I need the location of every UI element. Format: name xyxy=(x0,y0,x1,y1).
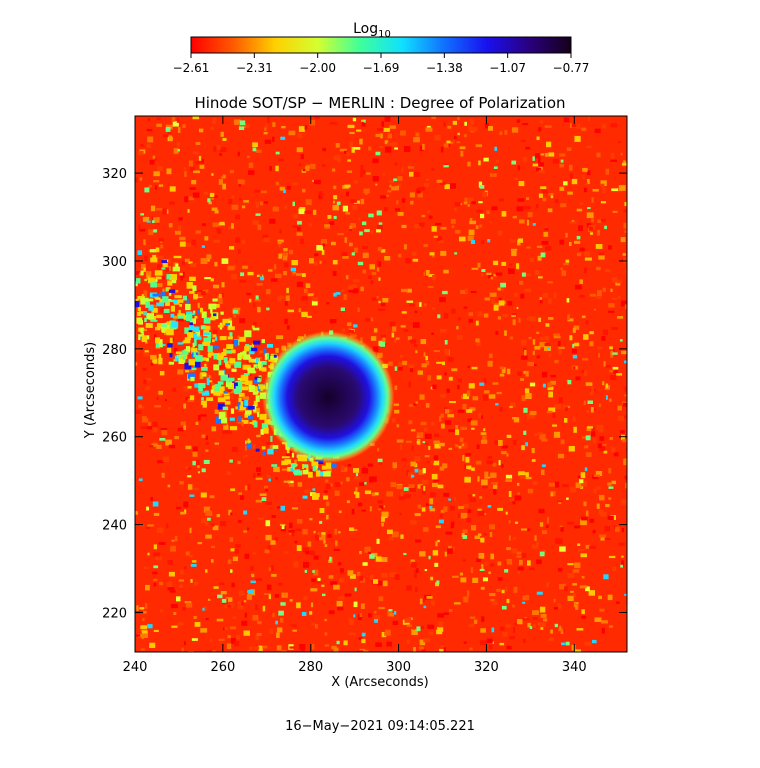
colorbar-ticks: −2.61 −2.31 −2.00 −1.69 −1.38 −1.07 −0.77 xyxy=(173,53,590,75)
y-tick-label: 220 xyxy=(102,606,127,621)
y-axis-ticks: 220 240 260 280 300 320 xyxy=(102,167,627,621)
x-tick-label: 280 xyxy=(298,660,323,675)
colorbar-tick-label: −2.61 xyxy=(173,61,210,75)
x-tick-label: 320 xyxy=(474,660,499,675)
colorbar-tick-label: −2.00 xyxy=(299,61,336,75)
polarization-map xyxy=(134,115,628,653)
x-tick-label: 260 xyxy=(210,660,235,675)
colorbar-tick-label: −1.38 xyxy=(426,61,463,75)
timestamp: 16−May−2021 09:14:05.221 xyxy=(285,719,475,734)
y-tick-label: 280 xyxy=(102,343,127,358)
colorbar-tick-label: −1.07 xyxy=(489,61,526,75)
plot-title: Hinode SOT/SP − MERLIN : Degree of Polar… xyxy=(194,94,565,112)
colorbar: Log10 −2.61 −2.31 −2.00 −1.69 −1.38 −1.07 −0.7… xyxy=(173,21,590,75)
y-tick-label: 260 xyxy=(102,431,127,446)
plot-frame xyxy=(134,115,628,653)
colorbar-tick-label: −2.31 xyxy=(236,61,273,75)
sunspot xyxy=(262,331,395,464)
y-axis-label: Y (Arcseconds) xyxy=(83,342,98,439)
y-tick-label: 320 xyxy=(102,167,127,182)
y-tick-label: 300 xyxy=(102,255,127,270)
y-tick-label: 240 xyxy=(102,519,127,534)
colorbar-tick-label: −1.69 xyxy=(363,61,400,75)
colorbar-tick-label: −0.77 xyxy=(553,61,590,75)
colorbar-title: Log10 xyxy=(353,21,391,40)
colorbar-gradient xyxy=(190,36,572,54)
x-tick-label: 340 xyxy=(562,660,587,675)
x-tick-label: 300 xyxy=(386,660,411,675)
x-axis-ticks: 240 260 280 300 320 340 xyxy=(123,116,587,675)
x-axis-label: X (Arcseconds) xyxy=(331,675,428,690)
x-tick-label: 240 xyxy=(123,660,148,675)
